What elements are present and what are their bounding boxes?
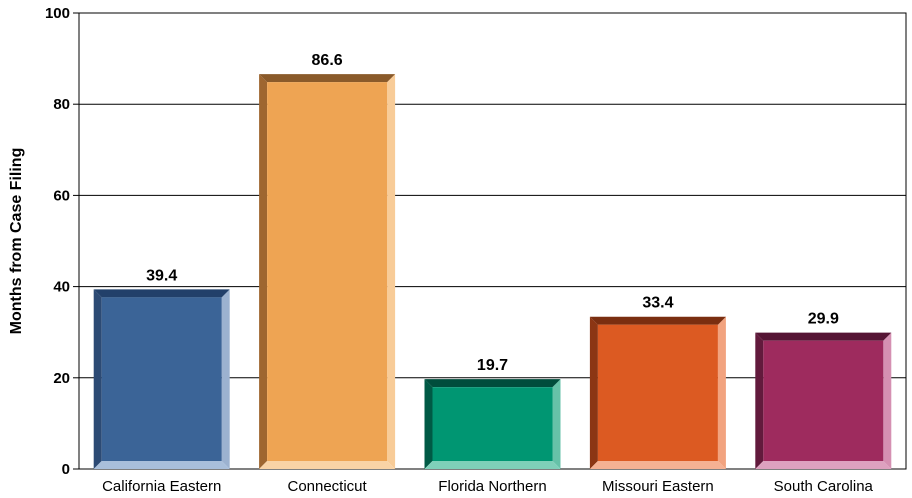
- bar-bevel-left: [424, 379, 433, 469]
- bar-bevel-left: [589, 316, 598, 469]
- bar-face: [597, 324, 718, 461]
- bar-value-label: 19.7: [477, 357, 508, 374]
- bar-bevel-right: [221, 289, 230, 469]
- y-tick-label: 0: [62, 461, 70, 478]
- y-tick-label: 40: [53, 279, 70, 296]
- bar-bevel-top: [93, 289, 230, 298]
- bar-bevel-top: [589, 316, 726, 325]
- bar: [93, 289, 230, 469]
- x-category-label: Connecticut: [287, 478, 367, 495]
- y-axis-title: Months from Case Filing: [8, 148, 25, 335]
- bar-bevel-right: [883, 332, 892, 469]
- bar-value-label: 39.4: [146, 267, 177, 284]
- bar-bevel-left: [259, 74, 268, 469]
- y-axis-ticks: 0 20 40 60 80 100: [45, 5, 79, 478]
- bar-bevel-bottom: [93, 461, 230, 469]
- bar-bevel-right: [387, 74, 396, 469]
- bar-value-label: 33.4: [642, 295, 673, 312]
- bar: [589, 316, 726, 469]
- bar-bevel-top: [755, 332, 892, 341]
- y-tick-label: 80: [53, 96, 70, 113]
- bar-face: [101, 297, 222, 461]
- bar-bevel-right: [552, 379, 561, 469]
- bars: 39.4 86.6 19.7 33.4 29.9: [93, 52, 892, 469]
- bar: [259, 74, 396, 469]
- bar-bevel-bottom: [589, 461, 726, 469]
- bar: [755, 332, 892, 469]
- x-category-label: Missouri Eastern: [602, 478, 714, 495]
- y-tick-label: 20: [53, 370, 70, 387]
- bar-bevel-left: [93, 289, 102, 469]
- bar-face: [432, 387, 553, 461]
- x-category-label: Florida Northern: [438, 478, 546, 495]
- bar-face: [763, 340, 884, 461]
- x-category-label: California Eastern: [102, 478, 221, 495]
- bar: [424, 379, 561, 469]
- y-tick-label: 60: [53, 187, 70, 204]
- y-tick-label: 100: [45, 5, 70, 22]
- bar-value-label: 29.9: [808, 311, 839, 328]
- bar-bevel-bottom: [424, 461, 561, 469]
- bar-face: [267, 82, 388, 461]
- bar-bevel-top: [424, 379, 561, 388]
- bar-value-label: 86.6: [312, 52, 343, 69]
- bar-bevel-bottom: [259, 461, 396, 469]
- bar-bevel-left: [755, 332, 764, 469]
- bar-bevel-bottom: [755, 461, 892, 469]
- bar-bevel-right: [717, 316, 726, 469]
- x-category-label: South Carolina: [774, 478, 874, 495]
- x-axis-labels: California Eastern Connecticut Florida Nor…: [102, 478, 873, 495]
- bar-bevel-top: [259, 74, 396, 83]
